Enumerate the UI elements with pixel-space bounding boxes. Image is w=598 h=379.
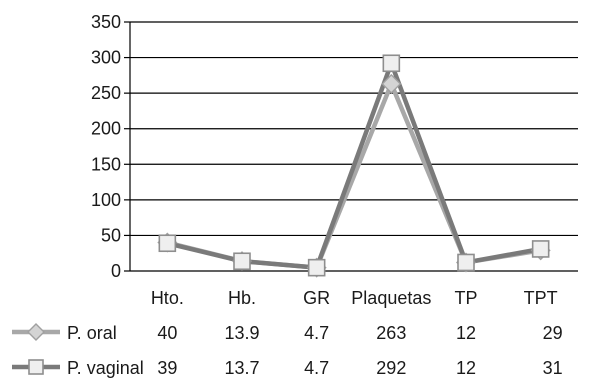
y-tick-label: 350 (91, 12, 121, 32)
series-line-p-vaginal (166, 61, 542, 270)
y-tick-label: 250 (91, 83, 121, 103)
data-point-p-vaginal (307, 258, 326, 277)
data-point-p-vaginal (382, 54, 401, 73)
data-point-p-vaginal (531, 240, 550, 258)
table-cell: 4.7 (304, 323, 329, 343)
series-line-p-oral (166, 81, 542, 270)
data-point-p-vaginal (457, 253, 475, 272)
y-tick-label: 50 (101, 225, 121, 245)
table-cell: 4.7 (304, 358, 329, 378)
table-cell: 40 (157, 323, 177, 343)
legend-key-marker (28, 359, 44, 375)
legend-key-marker (27, 323, 45, 341)
table-cell: 13.7 (224, 358, 259, 378)
grid (130, 21, 578, 272)
table-cell: 12 (456, 323, 476, 343)
x-category-label: Hto. (151, 288, 184, 308)
x-category-label: TP (454, 288, 477, 308)
y-tick-label: 100 (91, 190, 121, 210)
x-category-label: Plaquetas (351, 288, 431, 308)
y-tick-label: 0 (111, 261, 121, 281)
table-cell: 263 (376, 323, 406, 343)
table-cell: 292 (376, 358, 406, 378)
y-tick-label: 150 (91, 154, 121, 174)
y-axis: 0 50 100 150 200 250 300 350 (91, 12, 131, 281)
data-point-p-vaginal (233, 252, 251, 271)
table-cell: 29 (543, 323, 563, 343)
table-cell: 13.9 (224, 323, 259, 343)
legend-label: P. vaginal (67, 358, 144, 378)
data-table: P. oral 40 13.9 4.7 263 12 29 P. vaginal 39 13.7 4… (12, 323, 563, 378)
x-category-label: Hb. (228, 288, 256, 308)
series-layer (157, 54, 551, 278)
table-cell: 31 (543, 358, 563, 378)
legend-label: P. oral (67, 323, 117, 343)
data-point-p-oral (381, 73, 402, 94)
y-tick-label: 300 (91, 48, 121, 68)
x-category-label: GR (303, 288, 330, 308)
table-cell: 12 (456, 358, 476, 378)
table-cell: 39 (157, 358, 177, 378)
x-category-label: TPT (524, 288, 558, 308)
data-point-p-vaginal (158, 234, 177, 253)
y-tick-label: 200 (91, 119, 121, 139)
category-labels: Hto. Hb. GR Plaquetas TP TPT (151, 288, 558, 308)
